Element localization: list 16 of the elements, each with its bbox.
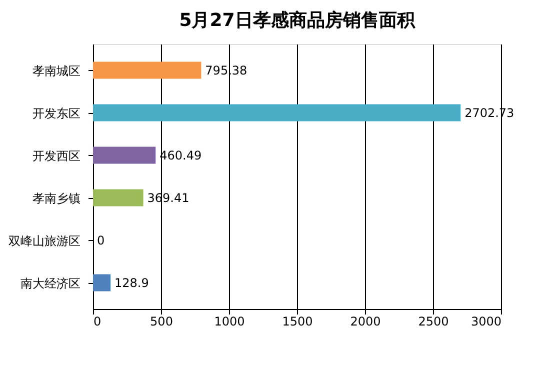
y-tick-label: 双峰山旅游区 — [8, 234, 80, 248]
x-tick-label: 1500 — [282, 314, 313, 328]
chart-title: 5月27日孝感商品房销售面积 — [179, 10, 416, 31]
x-tick-label: 3000 — [470, 314, 502, 328]
x-tick-label: 0 — [94, 314, 102, 328]
y-tick-label: 南大经济区 — [20, 276, 80, 290]
data-label: 128.9 — [114, 276, 149, 290]
x-tick-label: 2500 — [418, 314, 449, 328]
x-tick-label: 2000 — [350, 314, 381, 328]
y-tick-label: 开发西区 — [32, 148, 80, 163]
y-tick-label: 开发东区 — [32, 106, 80, 120]
y-tick-label: 孝南城区 — [32, 64, 80, 78]
x-tick-label: 500 — [150, 314, 173, 328]
y-tick-label: 孝南乡镇 — [32, 191, 80, 206]
x-tick-label: 1000 — [214, 314, 245, 328]
data-label: 0 — [97, 233, 105, 248]
